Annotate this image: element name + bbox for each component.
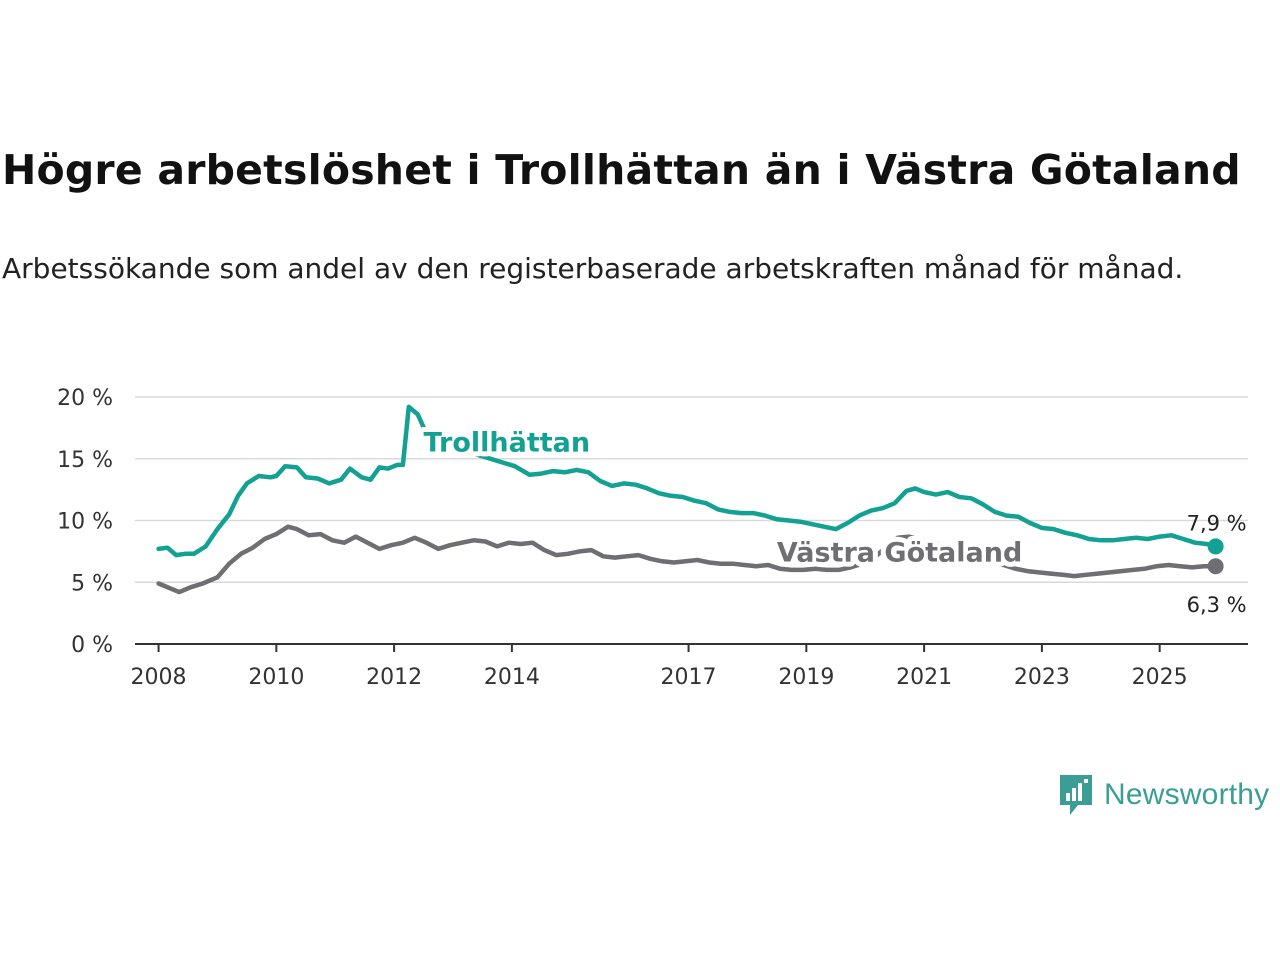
chart-title: Högre arbetslöshet i Trollhättan än i Vä… [2,146,1241,194]
series-label: Västra Götaland [777,537,1022,568]
series-line-vastra-gotaland [156,524,1218,595]
y-tick-label: 15 % [57,448,113,473]
x-tick-label: 2023 [1014,665,1070,690]
gridlines [135,396,1248,583]
line-chart: 0 %5 %10 %15 %20 % 2008 2010 2012 2014 2017 2… [57,386,1248,690]
chart-subtitle: Arbetssökande som andel av den registerb… [2,252,1184,285]
series-lines [156,404,1224,595]
series-label: Trollhättan [424,427,591,458]
series-end-dot [1207,538,1224,555]
x-tick-label: 2021 [896,665,952,690]
x-tick-label: 2008 [131,665,187,690]
series-labels: Trollhättan 7,9 % Västra Götaland 6,3 % [419,422,1247,617]
series-line-trollhattan [156,404,1218,558]
y-tick-label: 0 % [71,633,113,658]
series-end-dot [1207,558,1224,575]
brand-name: Newsworthy [1104,778,1270,811]
y-axis-ticks: 0 % 5 % 10 % 15 % 20 % [57,386,113,658]
newsworthy-logo-icon [1060,775,1092,815]
x-axis: 2008 2010 2012 2014 2017 2019 2021 2023 2025 [131,643,1248,690]
x-tick-label: 2010 [248,665,304,690]
newsworthy-brand: Newsworthy [1058,772,1269,818]
x-tick-label: 2014 [484,665,540,690]
x-tick-label: 2025 [1132,665,1188,690]
series-end-value: 7,9 % [1187,511,1247,535]
x-tick-label: 2012 [366,665,422,690]
x-tick-label: 2017 [661,665,717,690]
x-tick-label: 2019 [778,665,834,690]
y-tick-label: 5 % [71,571,113,596]
y-tick-label: 10 % [57,510,113,535]
series-end-value: 6,3 % [1187,593,1247,617]
y-tick-label: 20 % [57,386,113,411]
